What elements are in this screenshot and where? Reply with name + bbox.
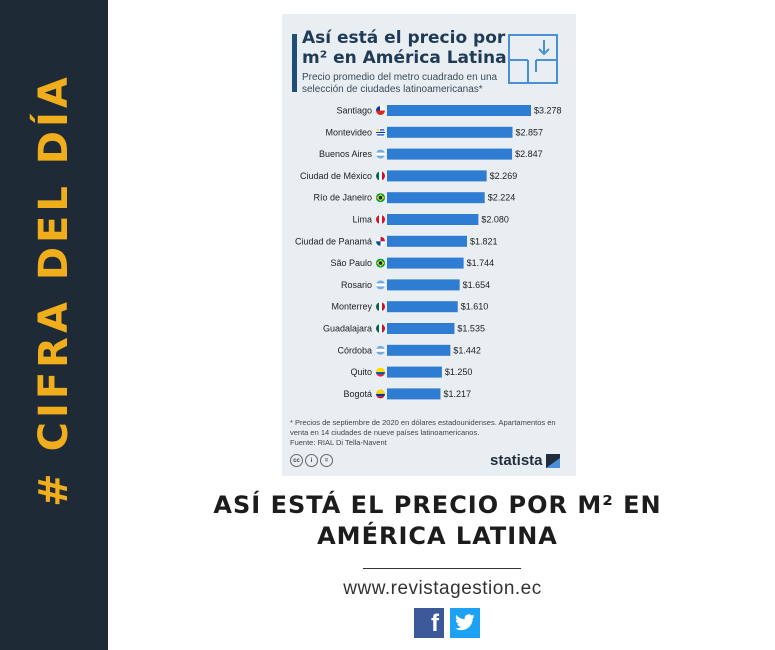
bar (387, 388, 441, 400)
cc-icon: cc (290, 454, 303, 467)
twitter-icon[interactable] (450, 608, 480, 638)
chart-subtitle: Precio promedio del metro cuadrado en un… (302, 72, 498, 95)
statista-mark-icon (545, 453, 560, 468)
uruguay-flag-icon (376, 127, 385, 137)
bar-value-label: $2.857 (516, 127, 544, 137)
mexico-flag-icon (376, 324, 385, 333)
bar (387, 279, 460, 291)
brazil-flag-icon (376, 258, 385, 268)
by-icon: i (305, 454, 318, 467)
category-label: Ciudad de Panamá (295, 236, 372, 246)
bar-value-label: $1.442 (453, 345, 481, 355)
page-headline: ASÍ ESTÁ EL PRECIO POR M² EN AMÉRICA LAT… (213, 491, 662, 550)
colombia-flag-icon (376, 389, 385, 399)
ecuador-flag-icon (376, 367, 385, 377)
bar (387, 301, 458, 313)
sidebar-label-text: CIFRA DEL DÍA (31, 73, 77, 452)
bar (387, 214, 479, 225)
divider (363, 568, 521, 569)
bar-value-label: $1.250 (445, 367, 473, 377)
bar (387, 344, 451, 356)
floorplan-icon (508, 34, 558, 84)
hashtag: # (31, 469, 77, 507)
bar (387, 126, 513, 138)
nd-icon: = (320, 454, 333, 467)
bar (387, 105, 531, 116)
category-label: Lima (352, 215, 372, 225)
title-accent-bar (292, 34, 297, 92)
footnote-text: * Precios de septiembre de 2020 en dólar… (290, 418, 556, 437)
category-label: Guadalajara (323, 324, 372, 334)
category-label: Quito (350, 367, 372, 377)
chile-flag-icon (376, 106, 385, 115)
bar-value-label: $2.224 (488, 193, 516, 203)
category-label: Montevideo (325, 127, 372, 137)
facebook-icon[interactable]: f (414, 608, 444, 638)
sidebar: # CIFRA DEL DÍA (0, 0, 108, 650)
bar (387, 170, 487, 182)
statista-logo: statista (490, 452, 560, 469)
chart-title: Así está el precio por m² en América Lat… (302, 28, 507, 68)
category-label: Monterrey (331, 302, 372, 312)
bar (387, 257, 464, 269)
category-label: Córdoba (337, 345, 372, 355)
mexico-flag-icon (376, 171, 385, 181)
argentina-flag-icon (376, 280, 385, 290)
license-icons: cc i = (290, 454, 333, 467)
category-label: Ciudad de México (300, 171, 372, 181)
category-label: Bogotá (343, 389, 372, 399)
bar-value-label: $1.654 (463, 280, 491, 290)
argentina-flag-icon (376, 149, 385, 159)
footnote: * Precios de septiembre de 2020 en dólar… (290, 418, 570, 448)
bar-value-label: $3.278 (534, 106, 562, 116)
peru-flag-icon (376, 215, 385, 224)
bar-value-label: $1.610 (461, 302, 489, 312)
bar-value-label: $2.847 (515, 149, 543, 159)
cifra-del-dia-label: # CIFRA DEL DÍA (31, 73, 77, 507)
panama-flag-icon (376, 236, 385, 246)
bar (387, 323, 455, 334)
source-text: Fuente: RIAL Di Tella-Navent (290, 438, 387, 447)
bar-chart: Santiago $3.278 Montevideo $2.857 Buenos Air… (295, 105, 562, 400)
bar (387, 192, 485, 204)
category-label: Río de Janeiro (313, 193, 372, 203)
bar-value-label: $1.217 (443, 389, 471, 399)
bar-value-label: $2.269 (490, 171, 518, 181)
bar (387, 366, 442, 378)
category-label: Rosario (341, 280, 372, 290)
bar-value-label: $2.080 (481, 215, 509, 225)
social-links: f (414, 608, 480, 638)
category-label: São Paulo (330, 258, 372, 268)
bar-value-label: $1.821 (470, 236, 498, 246)
argentina-flag-icon (376, 345, 385, 355)
bar (387, 235, 467, 247)
brazil-flag-icon (376, 193, 385, 203)
website-link[interactable]: www.revistagestion.ec (343, 578, 542, 599)
bar-value-label: $1.535 (457, 324, 485, 334)
category-label: Santiago (336, 106, 372, 116)
statista-wordmark: statista (490, 452, 543, 469)
bar-value-label: $1.744 (467, 258, 495, 268)
bar (387, 148, 513, 160)
category-label: Buenos Aires (319, 149, 373, 159)
mexico-flag-icon (376, 302, 385, 312)
